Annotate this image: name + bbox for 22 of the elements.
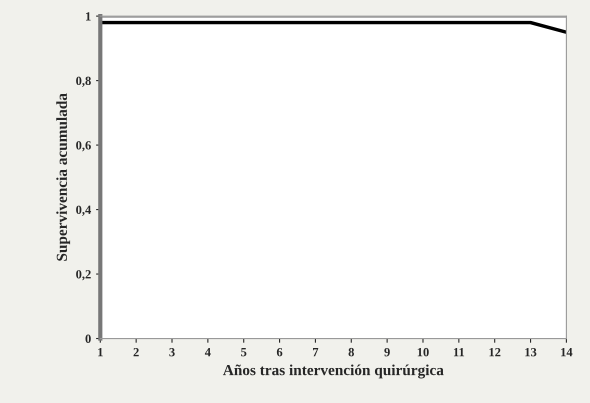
x-tick-label: 5 — [241, 348, 246, 356]
y-tick-label: 1 — [86, 12, 91, 20]
x-axis-title: Años tras intervención quirúrgica — [222, 364, 444, 378]
y-tick-label: 0,4 — [76, 206, 92, 216]
y-axis-title: Supervivencia acumulada — [56, 93, 70, 261]
x-tick-label: 1 — [98, 348, 103, 356]
x-tick-label: 13 — [525, 348, 536, 356]
x-tick-label: 3 — [169, 348, 175, 356]
x-tick-label: 6 — [276, 348, 282, 356]
x-tick-label: 4 — [204, 348, 211, 356]
x-tick-label: 7 — [313, 348, 318, 356]
x-tick-label: 2 — [134, 348, 139, 356]
x-tick-label: 9 — [384, 348, 390, 356]
x-tick-label: 8 — [348, 348, 354, 356]
y-tick-label: 0 — [86, 334, 91, 343]
x-tick-label: 10 — [418, 348, 429, 356]
y-tick-label: 0,6 — [76, 141, 91, 152]
y-tick-label: 0,8 — [76, 76, 91, 87]
x-tick-label: 14 — [561, 348, 572, 356]
x-tick-label: 12 — [489, 348, 500, 356]
y-tick-label: 0,2 — [76, 270, 91, 280]
x-tick-label: 11 — [454, 348, 464, 356]
